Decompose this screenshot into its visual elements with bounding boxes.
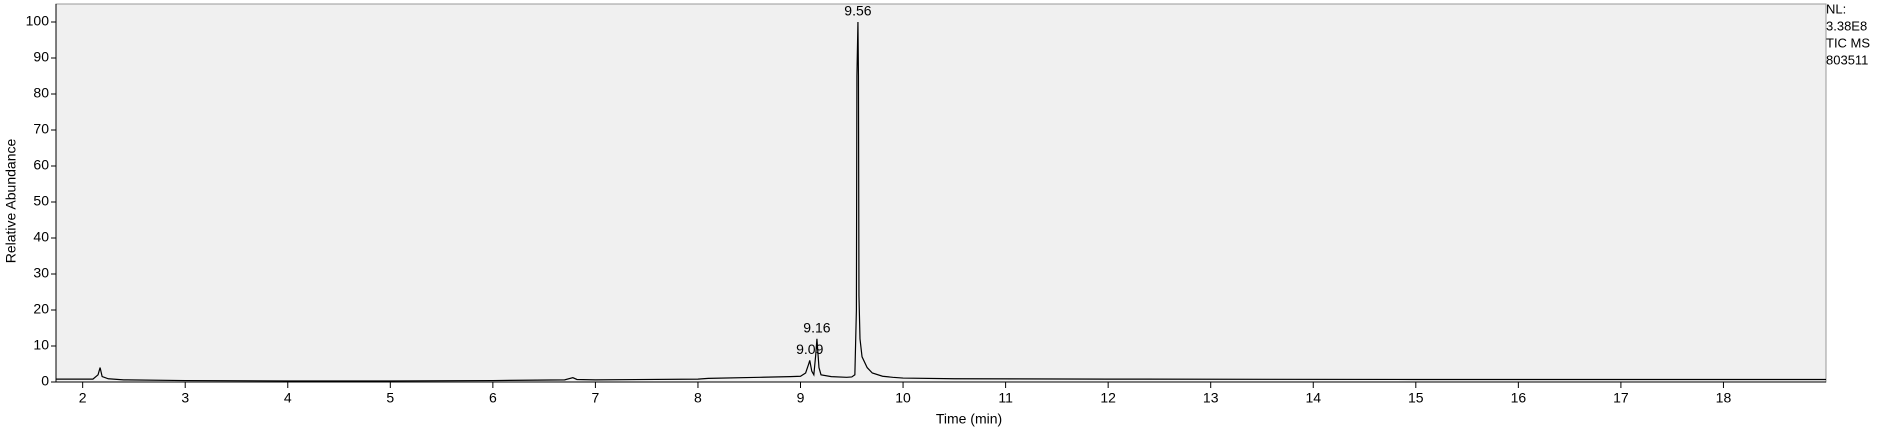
y-tick-label: 40	[33, 229, 49, 245]
x-tick-label: 4	[284, 390, 292, 406]
x-tick-label: 15	[1408, 390, 1424, 406]
info-text: 3.38E8	[1826, 18, 1867, 33]
x-tick-label: 5	[386, 390, 394, 406]
x-tick-label: 6	[489, 390, 497, 406]
x-tick-label: 2	[79, 390, 87, 406]
x-tick-label: 12	[1100, 390, 1116, 406]
y-tick-label: 20	[33, 301, 49, 317]
y-axis-label: Relative Abundance	[3, 139, 19, 264]
x-tick-label: 10	[895, 390, 911, 406]
peak-label: 9.09	[796, 341, 823, 357]
x-tick-label: 3	[181, 390, 189, 406]
x-tick-label: 13	[1203, 390, 1219, 406]
x-tick-label: 9	[797, 390, 805, 406]
x-tick-label: 14	[1305, 390, 1321, 406]
plot-area	[55, 3, 1827, 383]
y-tick-label: 80	[33, 85, 49, 101]
info-text: NL:	[1826, 1, 1846, 16]
info-text: TIC MS	[1826, 35, 1870, 50]
peak-label: 9.56	[844, 3, 871, 19]
y-tick-label: 50	[33, 193, 49, 209]
x-tick-label: 18	[1716, 390, 1732, 406]
y-tick-label: 10	[33, 337, 49, 353]
y-tick-label: 70	[33, 121, 49, 137]
y-tick-label: 0	[41, 373, 49, 389]
x-tick-label: 16	[1511, 390, 1527, 406]
info-text: 803511	[1826, 52, 1868, 67]
peak-label: 9.16	[803, 320, 830, 336]
y-tick-label: 90	[33, 49, 49, 65]
y-tick-label: 60	[33, 157, 49, 173]
x-tick-label: 17	[1613, 390, 1629, 406]
x-axis-label: Time (min)	[936, 411, 1002, 427]
x-tick-label: 8	[694, 390, 702, 406]
x-tick-label: 11	[998, 390, 1013, 406]
x-tick-label: 7	[592, 390, 600, 406]
y-tick-label: 100	[26, 13, 50, 29]
trace-line	[56, 21, 1826, 382]
y-tick-label: 30	[33, 265, 49, 281]
